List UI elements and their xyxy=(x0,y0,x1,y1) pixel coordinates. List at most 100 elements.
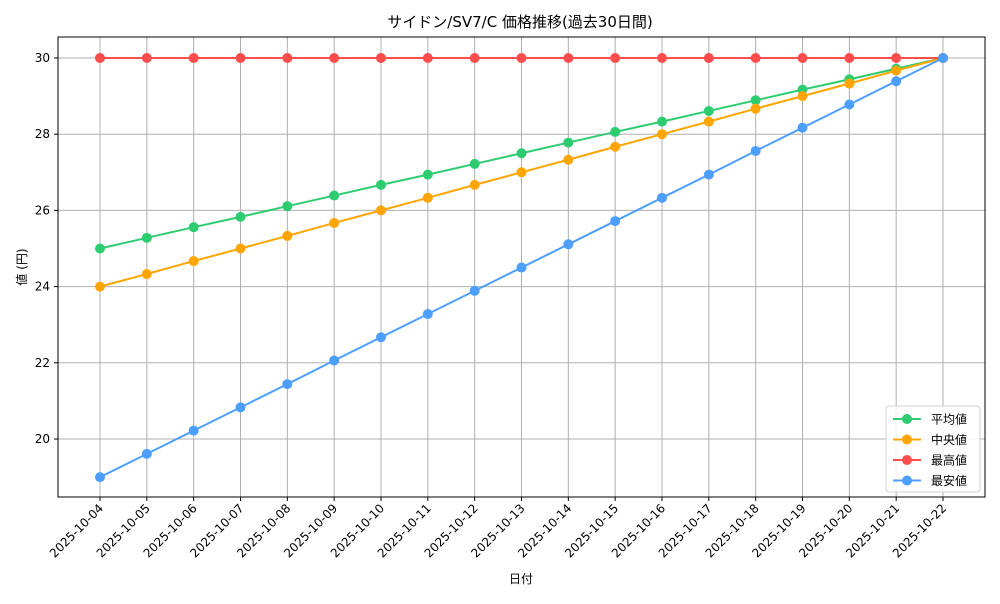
data-point xyxy=(95,53,105,63)
data-point xyxy=(235,402,246,413)
data-point xyxy=(891,76,902,87)
y-tick-label: 30 xyxy=(35,51,50,65)
series-line xyxy=(95,53,948,483)
data-point xyxy=(469,158,480,169)
data-point xyxy=(797,122,808,133)
legend-item: 最高値 xyxy=(893,453,967,468)
y-axis-ticks: 20 22 24 26 28 30 xyxy=(35,51,58,446)
data-point xyxy=(563,154,574,165)
data-point xyxy=(516,53,527,63)
legend-item: 最安値 xyxy=(893,473,967,488)
data-point xyxy=(610,216,621,227)
data-point xyxy=(750,95,761,106)
data-point xyxy=(282,53,293,63)
data-point xyxy=(329,355,340,366)
data-point xyxy=(141,232,152,243)
series-line xyxy=(95,53,948,63)
data-point xyxy=(891,53,902,63)
y-tick-label: 20 xyxy=(35,432,50,446)
data-point xyxy=(516,167,527,178)
legend-label: 最高値 xyxy=(931,453,967,468)
data-point xyxy=(844,53,855,63)
x-axis-ticks: 2025-10-042025-10-052025-10-062025-10-07… xyxy=(47,497,949,560)
data-point xyxy=(282,201,293,212)
data-point xyxy=(282,230,293,241)
data-point xyxy=(516,262,527,273)
data-point xyxy=(516,148,527,159)
data-point xyxy=(610,53,621,63)
data-point xyxy=(329,217,340,228)
series-line xyxy=(95,53,948,292)
data-point xyxy=(657,116,667,127)
legend-marker-icon xyxy=(902,414,912,424)
data-point xyxy=(141,448,152,459)
y-tick-label: 28 xyxy=(35,127,50,141)
data-point xyxy=(141,53,152,63)
data-point xyxy=(844,99,855,110)
legend-marker-icon xyxy=(902,455,912,465)
data-point xyxy=(376,205,386,216)
data-point xyxy=(703,169,714,180)
data-point xyxy=(610,126,621,137)
legend-marker-icon xyxy=(902,434,912,445)
data-point xyxy=(703,105,714,116)
data-point xyxy=(188,222,199,233)
data-point xyxy=(563,137,574,148)
data-point xyxy=(469,53,480,63)
data-point xyxy=(469,179,480,190)
data-point xyxy=(235,53,246,63)
legend-label: 平均値 xyxy=(931,412,967,427)
data-point xyxy=(703,116,714,127)
x-axis-label: 日付 xyxy=(509,572,533,586)
data-point xyxy=(188,425,199,436)
data-point xyxy=(750,145,761,156)
data-point xyxy=(376,53,386,63)
y-axis-label: 値 (円) xyxy=(14,248,29,285)
data-point xyxy=(95,472,105,483)
data-point xyxy=(329,190,340,201)
data-point xyxy=(235,243,246,254)
y-tick-label: 22 xyxy=(35,356,50,370)
data-point xyxy=(282,379,293,390)
data-point xyxy=(95,243,105,254)
data-point xyxy=(188,53,199,63)
data-point xyxy=(235,211,246,222)
data-point xyxy=(657,129,667,140)
legend-marker-icon xyxy=(902,475,912,486)
data-point xyxy=(891,65,902,76)
data-point xyxy=(95,281,105,292)
data-point xyxy=(563,53,574,63)
legend-label: 最安値 xyxy=(931,473,967,488)
data-point xyxy=(703,53,714,63)
legend-item: 平均値 xyxy=(893,412,967,427)
data-point xyxy=(422,309,433,320)
data-point xyxy=(610,141,621,152)
y-tick-label: 24 xyxy=(35,280,50,294)
data-point xyxy=(422,53,433,63)
data-point xyxy=(422,192,433,203)
data-point xyxy=(750,53,761,63)
data-point xyxy=(563,239,574,250)
data-point xyxy=(750,103,761,114)
data-point xyxy=(938,53,948,63)
y-tick-label: 26 xyxy=(35,203,50,217)
data-point xyxy=(376,179,386,190)
data-series xyxy=(95,53,948,483)
data-point xyxy=(797,91,808,102)
data-point xyxy=(329,53,340,63)
legend-label: 中央値 xyxy=(931,432,967,447)
legend-item: 中央値 xyxy=(893,432,967,447)
data-point xyxy=(141,269,152,280)
series-line xyxy=(95,53,948,254)
data-point xyxy=(657,192,667,203)
chart-title: サイドン/SV7/C 価格推移(過去30日間) xyxy=(387,13,652,31)
data-point xyxy=(469,285,480,296)
data-point xyxy=(422,169,433,180)
data-point xyxy=(657,53,667,63)
data-point xyxy=(376,332,386,343)
data-point xyxy=(844,78,855,89)
data-point xyxy=(797,53,808,63)
